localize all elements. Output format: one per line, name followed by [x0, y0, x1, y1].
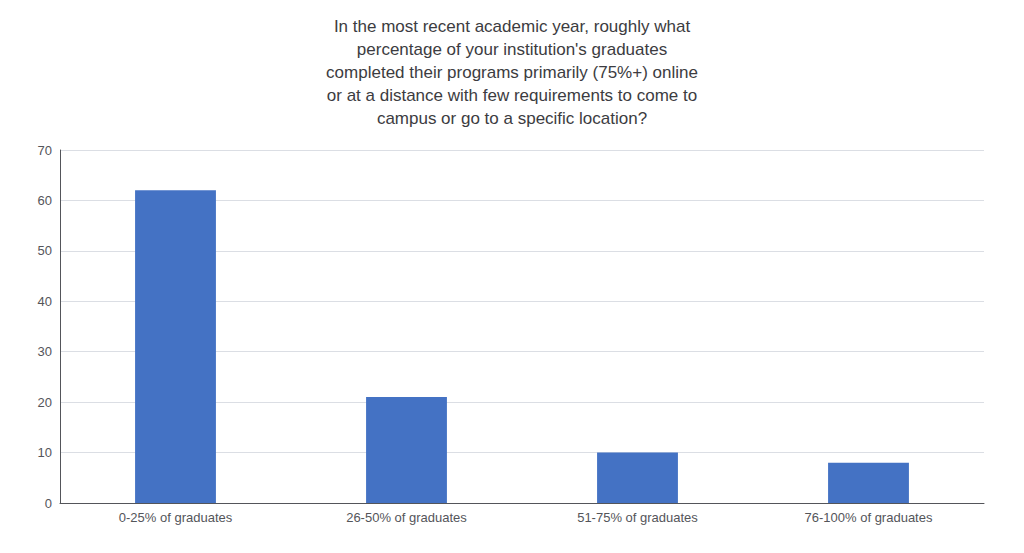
- svg-text:26-50% of graduates: 26-50% of graduates: [346, 510, 467, 525]
- svg-text:percentage of your institution: percentage of your institution's graduat…: [357, 40, 667, 59]
- svg-text:51-75% of graduates: 51-75% of graduates: [577, 510, 698, 525]
- svg-text:40: 40: [38, 294, 52, 309]
- svg-text:or at a distance with few requ: or at a distance with few requirements t…: [327, 86, 697, 105]
- svg-text:20: 20: [38, 395, 52, 410]
- svg-text:50: 50: [38, 243, 52, 258]
- svg-text:30: 30: [38, 344, 52, 359]
- svg-text:campus or go to a specific loc: campus or go to a specific location?: [377, 109, 647, 128]
- svg-text:0: 0: [45, 496, 52, 511]
- svg-text:60: 60: [38, 193, 52, 208]
- svg-text:In the most recent academic ye: In the most recent academic year, roughl…: [334, 17, 691, 36]
- svg-text:10: 10: [38, 445, 52, 460]
- svg-text:76-100% of graduates: 76-100% of graduates: [805, 510, 933, 525]
- svg-text:70: 70: [38, 143, 52, 158]
- svg-text:0-25% of graduates: 0-25% of graduates: [119, 510, 233, 525]
- svg-text:completed their programs prima: completed their programs primarily (75%+…: [326, 63, 698, 82]
